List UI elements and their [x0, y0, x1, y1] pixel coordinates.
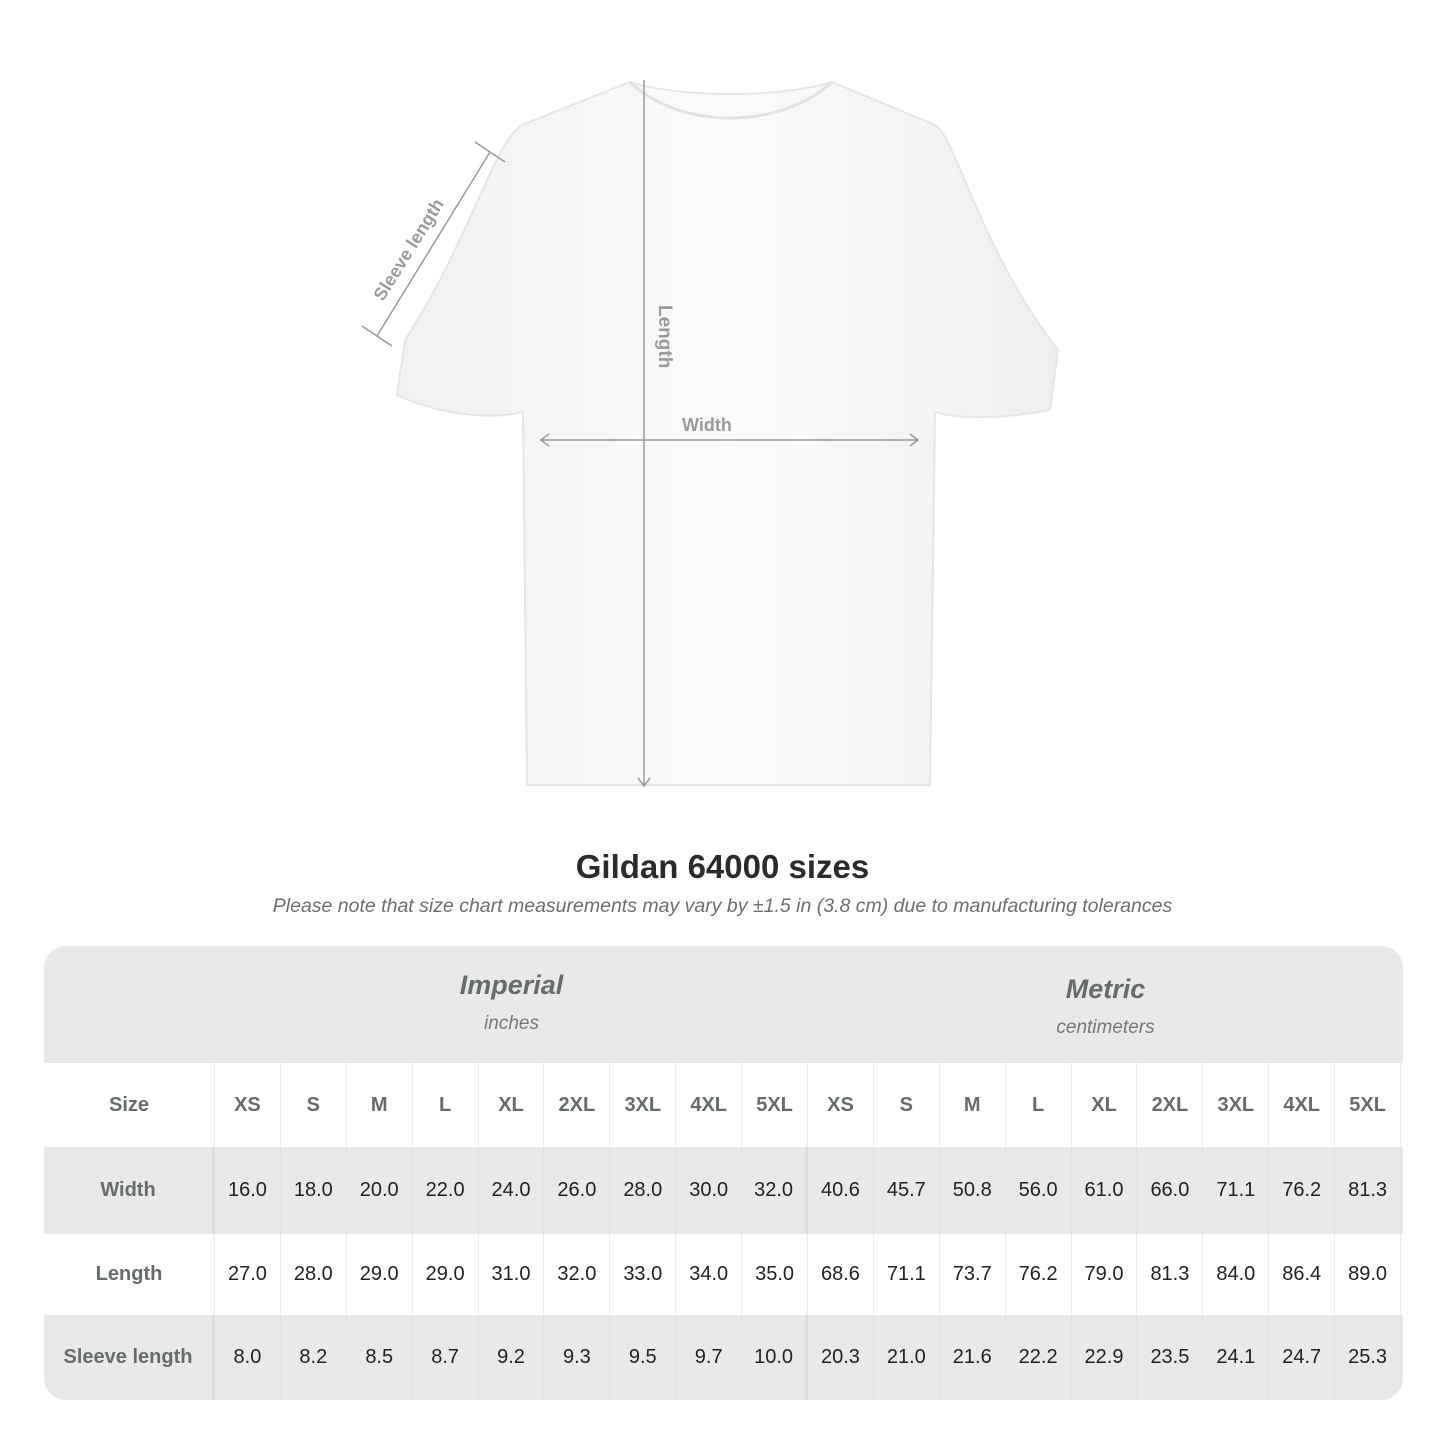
table-cell: 76.2: [1269, 1147, 1336, 1234]
imperial-size-m: M: [347, 1063, 413, 1147]
metric-size-3xl: 3XL: [1203, 1063, 1270, 1147]
table-cell: 20.0: [347, 1147, 413, 1234]
table-cell: 9.7: [676, 1315, 743, 1400]
size-table: Imperial inches Metric centimeters Size X…: [44, 946, 1403, 1400]
table-cell: 22.9: [1072, 1315, 1138, 1400]
imperial-size-2xl: 2XL: [544, 1063, 611, 1147]
table-cell: 26.0: [544, 1147, 611, 1234]
page-title: Gildan 64000 sizes: [575, 848, 870, 885]
table-cell: 40.6: [808, 1147, 874, 1234]
size-header-row: Size XS S M L XL 2XL 3XL 4XL 5XL XS S M L XL 2XL 3XL 4XL 5…: [44, 1063, 1403, 1147]
imperial-size-s: S: [281, 1063, 347, 1147]
table-cell: 66.0: [1137, 1147, 1204, 1234]
imperial-size-xl: XL: [479, 1063, 545, 1147]
table-cell: 33.0: [610, 1234, 677, 1315]
table-cell: 28.0: [610, 1147, 677, 1234]
table-cell: 81.3: [1335, 1147, 1402, 1234]
metric-size-m: M: [940, 1063, 1006, 1147]
table-cell: 25.3: [1335, 1315, 1402, 1400]
size-label: Size: [44, 1063, 215, 1147]
table-cell: 22.0: [413, 1147, 479, 1234]
table-cell: 23.5: [1137, 1315, 1204, 1400]
imperial-unit: inches: [484, 1013, 539, 1034]
table-cell: 73.7: [940, 1234, 1006, 1315]
table-cell: 45.7: [874, 1147, 940, 1234]
metric-size-5xl: 5XL: [1335, 1063, 1402, 1147]
table-cell: 8.7: [413, 1315, 479, 1400]
table-cell: 10.0: [742, 1315, 809, 1400]
table-cell: 71.1: [874, 1234, 940, 1315]
table-cell: 86.4: [1269, 1234, 1336, 1315]
table-cell: 21.0: [874, 1315, 940, 1400]
imperial-size-4xl: 4XL: [676, 1063, 743, 1147]
metric-size-4xl: 4XL: [1269, 1063, 1336, 1147]
imperial-size-l: L: [413, 1063, 479, 1147]
metric-size-xl: XL: [1072, 1063, 1138, 1147]
table-cell: 76.2: [1006, 1234, 1072, 1315]
table-cell: 30.0: [676, 1147, 743, 1234]
table-cell: 9.2: [479, 1315, 545, 1400]
table-cell: 71.1: [1203, 1147, 1270, 1234]
table-cell: 22.2: [1006, 1315, 1072, 1400]
table-cell: 32.0: [742, 1147, 809, 1234]
table-cell: 61.0: [1072, 1147, 1138, 1234]
imperial-label: Imperial: [459, 970, 564, 1000]
table-cell: 21.6: [940, 1315, 1006, 1400]
table-cell: 9.5: [610, 1315, 677, 1400]
table-cell: 8.2: [281, 1315, 347, 1400]
table-cell: 24.1: [1203, 1315, 1270, 1400]
table-cell: 20.3: [808, 1315, 874, 1400]
imperial-size-5xl: 5XL: [742, 1063, 809, 1147]
tshirt-diagram: Sleeve length Length Width: [361, 80, 1060, 788]
metric-size-2xl: 2XL: [1137, 1063, 1204, 1147]
table-cell: 29.0: [413, 1234, 479, 1315]
sleeve-line: [376, 151, 491, 337]
table-cell: 32.0: [544, 1234, 611, 1315]
table-cell: 28.0: [281, 1234, 347, 1315]
table-cell: 24.7: [1269, 1315, 1336, 1400]
table-cell: 8.0: [215, 1315, 281, 1400]
imperial-header: Imperial inches: [215, 970, 808, 1087]
metric-size-s: S: [874, 1063, 940, 1147]
table-cell: 24.0: [479, 1147, 545, 1234]
table-cell: 34.0: [676, 1234, 743, 1315]
table-cell: 9.3: [544, 1315, 611, 1400]
metric-size-l: L: [1006, 1063, 1072, 1147]
imperial-size-3xl: 3XL: [610, 1063, 677, 1147]
table-cell: 29.0: [347, 1234, 413, 1315]
metric-unit: centimeters: [1056, 1017, 1155, 1038]
row-label: Length: [44, 1234, 215, 1315]
table-cell: 35.0: [742, 1234, 809, 1315]
metric-header: Metric centimeters: [808, 974, 1403, 1091]
metric-label: Metric: [1065, 974, 1146, 1004]
row-label: Width: [44, 1147, 215, 1234]
length-label: Length: [654, 305, 675, 368]
table-cell: 50.8: [940, 1147, 1006, 1234]
table-cell: 31.0: [479, 1234, 545, 1315]
table-row: Sleeve length 8.0 8.2 8.5 8.7 9.2 9.3 9.5 9.7 10.…: [44, 1315, 1403, 1400]
imperial-size-xs: XS: [215, 1063, 281, 1147]
table-cell: 8.5: [347, 1315, 413, 1400]
table-cell: 81.3: [1137, 1234, 1204, 1315]
table-row: Width 16.0 18.0 20.0 22.0 24.0 26.0 28.0 30.0 32.…: [44, 1147, 1403, 1234]
table-cell: 68.6: [808, 1234, 874, 1315]
width-label: Width: [682, 415, 732, 435]
table-cell: 27.0: [215, 1234, 281, 1315]
row-label: Sleeve length: [44, 1315, 215, 1400]
size-grid: Size XS S M L XL 2XL 3XL 4XL 5XL XS S M L XL 2XL 3XL 4XL 5…: [44, 1063, 1403, 1400]
metric-size-xs: XS: [808, 1063, 874, 1147]
table-cell: 79.0: [1072, 1234, 1138, 1315]
table-cell: 18.0: [281, 1147, 347, 1234]
table-cell: 56.0: [1006, 1147, 1072, 1234]
tshirt-shape: [395, 80, 1060, 786]
table-cell: 89.0: [1335, 1234, 1402, 1315]
table-cell: 84.0: [1203, 1234, 1270, 1315]
table-row: Length 27.0 28.0 29.0 29.0 31.0 32.0 33.0 34.0 35…: [44, 1234, 1403, 1315]
tolerance-note: Please note that size chart measurements…: [272, 895, 1173, 917]
table-cell: 16.0: [215, 1147, 281, 1234]
